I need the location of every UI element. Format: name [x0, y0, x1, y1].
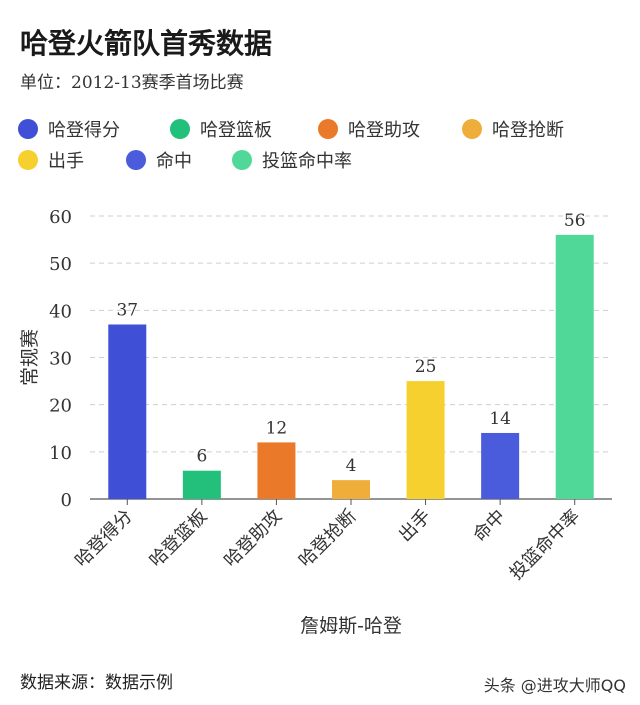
data-label: 37 [116, 300, 138, 320]
legend-marker [232, 150, 252, 170]
legend-item-score[interactable]: 哈登得分 [18, 116, 120, 142]
y-tick-label: 50 [49, 254, 72, 275]
y-axis-title: 常规赛 [19, 329, 41, 386]
chart-title: 哈登火箭队首秀数据 [20, 27, 273, 60]
legend-marker [170, 119, 190, 139]
legend-label: 投篮命中率 [262, 151, 352, 172]
data-label: 25 [415, 357, 437, 377]
legend-label: 哈登助攻 [348, 120, 420, 141]
legend-item-made[interactable]: 命中 [126, 147, 192, 173]
legend-item-attempts[interactable]: 出手 [18, 147, 84, 173]
bar [406, 381, 445, 499]
bar [257, 442, 296, 499]
y-tick-label: 30 [49, 349, 72, 370]
legend-marker [318, 119, 338, 139]
legend-item-rebounds[interactable]: 哈登篮板 [170, 116, 272, 142]
watermark: 头条 @进攻大师QQ [483, 676, 626, 695]
bar [555, 234, 594, 499]
x-tick-label: 投篮命中率 [506, 506, 584, 584]
y-tick-label: 40 [49, 301, 72, 322]
legend-label: 哈登篮板 [200, 120, 272, 141]
chart-subtitle: 单位：2012-13赛季首场比赛 [20, 73, 244, 93]
x-tick-label: 哈登篮板 [146, 506, 212, 572]
legend-item-steals[interactable]: 哈登抢断 [462, 116, 564, 142]
y-tick-label: 20 [49, 396, 72, 417]
data-label: 4 [346, 456, 357, 476]
x-tick-label: 出手 [395, 506, 435, 546]
x-tick-label: 哈登助攻 [220, 506, 286, 572]
legend-item-assists[interactable]: 哈登助攻 [318, 116, 420, 142]
x-tick-label: 哈登抢断 [295, 506, 361, 572]
data-label: 12 [266, 418, 288, 438]
x-tick-label: 哈登得分 [71, 506, 137, 572]
legend-label: 出手 [48, 151, 84, 172]
legend-marker [126, 150, 146, 170]
legend-label: 哈登抢断 [492, 120, 564, 141]
legend-item-fg-pct[interactable]: 投篮命中率 [232, 147, 352, 173]
y-tick-label: 60 [49, 207, 72, 228]
data-label: 14 [489, 409, 511, 429]
legend-marker [462, 119, 482, 139]
data-label: 6 [196, 447, 207, 467]
x-axis-title: 詹姆斯-哈登 [300, 615, 402, 637]
bar [108, 324, 147, 499]
bar [182, 470, 221, 499]
y-tick-label: 10 [49, 443, 72, 464]
bar [332, 480, 370, 499]
y-tick-label: 0 [61, 490, 72, 511]
legend-marker [18, 119, 38, 139]
data-source-note: 数据来源：数据示例 [20, 673, 173, 693]
bar [481, 432, 520, 499]
legend-marker [18, 150, 38, 170]
data-label: 56 [564, 211, 586, 231]
x-tick-label: 命中 [469, 506, 509, 546]
legend-label: 哈登得分 [48, 120, 120, 141]
legend-label: 命中 [156, 151, 192, 172]
